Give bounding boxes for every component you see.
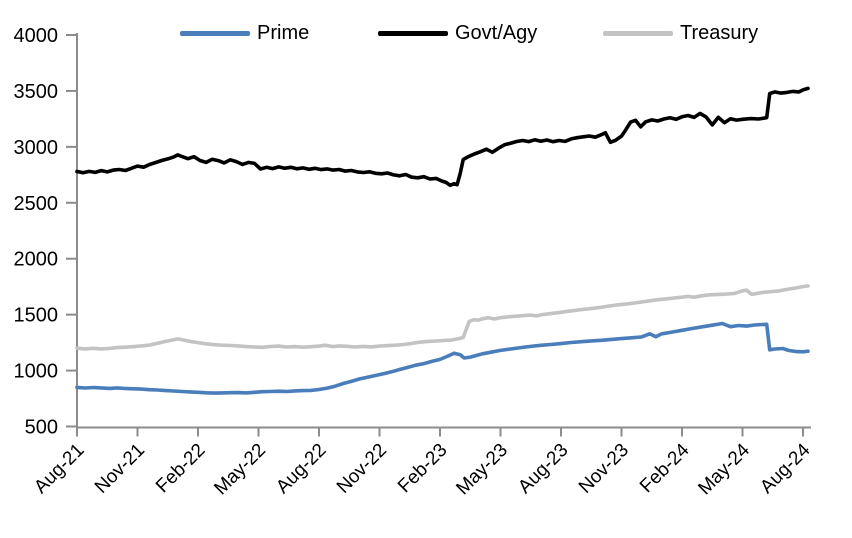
x-tick-label: Feb-22 (152, 440, 209, 497)
treasury-legend-line (603, 30, 673, 36)
x-tick-label: Aug-24 (756, 439, 814, 497)
x-tick-label: May-23 (452, 440, 512, 500)
series-line-prime (75, 321, 810, 395)
y-tick-label: 1500 (14, 305, 59, 327)
y-tick-label: 2000 (14, 249, 59, 271)
x-tick-label: Aug-22 (272, 440, 330, 498)
x-tick-label: Feb-24 (636, 439, 694, 497)
legend-label-treasury: Treasury (680, 22, 759, 44)
y-tick-label: 3500 (14, 81, 59, 103)
x-tick-label: Nov-22 (333, 440, 391, 498)
legend-item-govt-agy: Govt/Agy (378, 22, 537, 44)
legend-item-treasury: Treasury (603, 22, 758, 44)
x-tick-label: Nov-21 (91, 440, 149, 498)
y-tick-label: 3000 (14, 137, 59, 159)
legend-label-prime: Prime (257, 22, 310, 44)
chart-legend: Prime Govt/Agy Treasury (0, 0, 852, 50)
y-tick-label: 2500 (14, 193, 59, 215)
x-tick-label: Aug-23 (514, 440, 572, 498)
y-tick-label: 1000 (14, 361, 59, 383)
series-line-treasury (75, 284, 810, 351)
y-tick-label: 4000 (14, 25, 59, 47)
prime-legend-line (180, 30, 250, 36)
x-tick-label: Feb-23 (394, 440, 451, 497)
legend-label-govt-agy: Govt/Agy (455, 22, 538, 44)
govt-agy-legend-line (378, 30, 448, 36)
y-tick-label: 500 (25, 417, 58, 439)
x-tick-label: Aug-21 (30, 440, 88, 498)
x-tick-label: May-22 (210, 440, 270, 500)
legend-item-prime: Prime (180, 22, 309, 44)
x-tick-label: Nov-23 (575, 440, 633, 498)
x-tick-label: May-24 (694, 439, 754, 499)
series-line-govt-agy (75, 86, 810, 188)
